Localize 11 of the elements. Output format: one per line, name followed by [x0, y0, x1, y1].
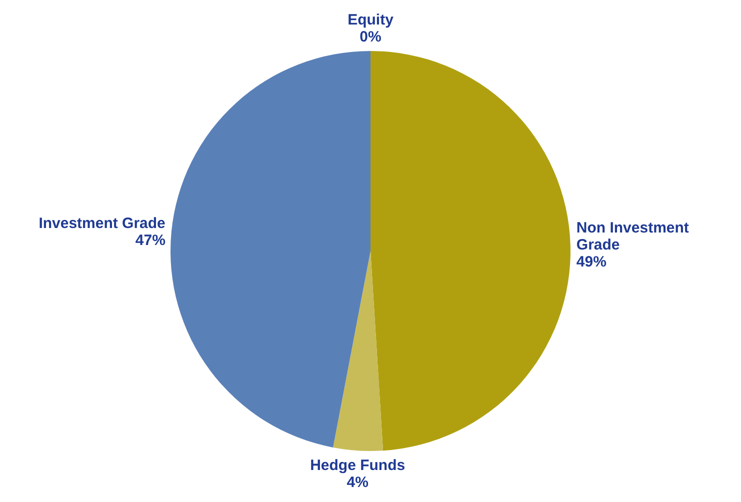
data-label: 4%: [346, 474, 368, 492]
pie-slice: [370, 51, 570, 451]
text: 0%: [360, 28, 382, 46]
pie-slice: [333, 251, 384, 451]
data-label: 49%: [576, 254, 606, 271]
category-label: Equity: [348, 12, 394, 28]
data-label: 47%: [135, 232, 166, 250]
slice-label: Non Investment Grade: [576, 220, 689, 254]
slice-label: Hedge Funds: [310, 457, 406, 474]
slice-label: Investment Grade: [38, 215, 166, 232]
pie-slice: [170, 51, 370, 448]
